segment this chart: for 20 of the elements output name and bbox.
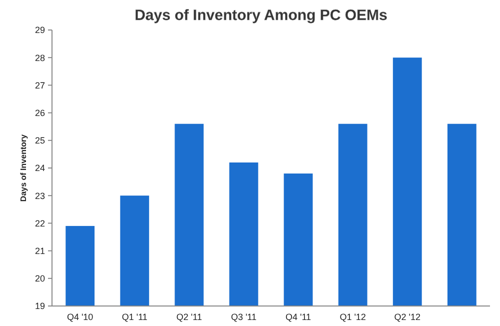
y-tick-label: 19 xyxy=(34,301,45,312)
x-tick-label: Q1 '11 xyxy=(122,312,148,322)
x-tick-label: Q3 '11 xyxy=(230,312,257,322)
y-tick-label: 20 xyxy=(34,274,45,284)
x-tick-label: Q4 '11 xyxy=(285,312,312,322)
y-axis-title: Days of Inventory xyxy=(19,134,28,202)
y-tick-label: 25 xyxy=(34,136,45,146)
y-tick-label: 24 xyxy=(34,163,45,174)
y-tick-label: 28 xyxy=(34,52,45,63)
x-tick-label: Q2 '11 xyxy=(176,312,202,322)
x-tick-label: Q1 '12 xyxy=(340,312,366,322)
chart-title: Days of Inventory Among PC OEMs xyxy=(134,7,388,24)
y-tick-label: 29 xyxy=(34,25,45,36)
x-tick-label: Q2 '12 xyxy=(394,312,420,322)
y-tick-label: 21 xyxy=(34,246,45,256)
y-tick-label: 26 xyxy=(34,108,45,118)
x-tick-label: Q4 '10 xyxy=(66,312,94,322)
y-tick-label: 27 xyxy=(34,80,45,90)
y-tick-label: 23 xyxy=(34,190,45,201)
y-tick-label: 22 xyxy=(34,218,45,228)
